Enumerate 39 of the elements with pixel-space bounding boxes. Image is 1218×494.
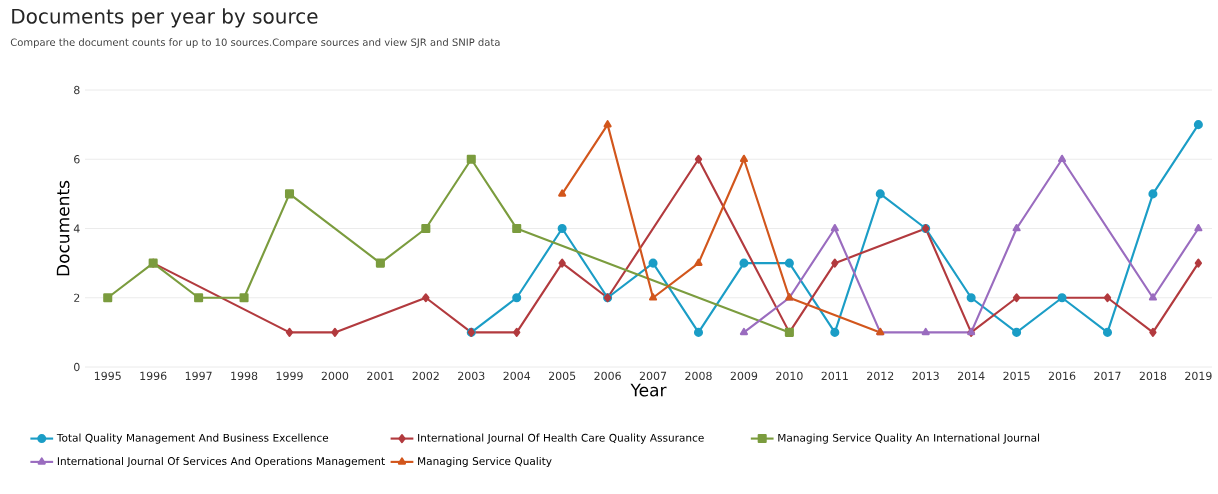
legend-label: Managing Service Quality An International Journal (778, 433, 1040, 444)
x-tick-label: 2007 (639, 371, 667, 381)
y-axis-title: Documents (56, 180, 70, 276)
x-tick-label: 2008 (685, 371, 712, 381)
x-tick-label: 1995 (94, 371, 121, 381)
y-tick-label: 2 (74, 293, 80, 302)
chart-title: Documents per year by source (12, 8, 318, 28)
y-tick-label: 6 (74, 155, 80, 164)
y-tick-label: 8 (74, 85, 80, 95)
x-tick-label: 2005 (548, 371, 576, 381)
x-tick-label: 2013 (912, 371, 939, 381)
x-tick-label: 2006 (594, 371, 621, 381)
x-axis-title: Year (630, 383, 667, 397)
x-tick-label: 2009 (730, 371, 758, 381)
x-tick-label: 1998 (231, 371, 258, 381)
x-tick-label: 2012 (867, 371, 894, 381)
x-tick-label: 2003 (458, 371, 485, 381)
legend-label: Managing Service Quality (418, 456, 552, 468)
y-tick-label: 4 (73, 224, 80, 233)
chart-subtitle: Compare the document counts for up to 10 sources.Compare sources and view SJR and SNIP data (10, 38, 500, 48)
x-tick-label: 1996 (140, 371, 167, 381)
x-tick-label: 2010 (776, 371, 803, 381)
x-tick-label: 2018 (1139, 371, 1167, 381)
y-tick-label: 0 (74, 362, 80, 372)
x-tick-label: 2001 (367, 371, 394, 381)
x-tick-label: 2000 (321, 371, 349, 381)
x-tick-label: 2017 (1094, 371, 1121, 381)
x-tick-label: 1999 (276, 371, 303, 381)
x-tick-label: 2002 (412, 371, 439, 381)
x-tick-label: 2014 (957, 371, 985, 381)
x-tick-label: 2011 (821, 371, 848, 381)
x-tick-label: 2004 (503, 371, 531, 381)
x-tick-label: 1997 (185, 371, 212, 381)
legend-label: Total Quality Management And Business Excellence (56, 433, 329, 444)
legend-label: International Journal Of Health Care Quality Assurance (418, 433, 704, 444)
legend-label: International Journal Of Services And Operations Management (57, 456, 385, 468)
x-tick-label: 2015 (1003, 371, 1030, 381)
x-tick-label: 2016 (1048, 371, 1076, 381)
x-tick-label: 2019 (1185, 371, 1212, 381)
